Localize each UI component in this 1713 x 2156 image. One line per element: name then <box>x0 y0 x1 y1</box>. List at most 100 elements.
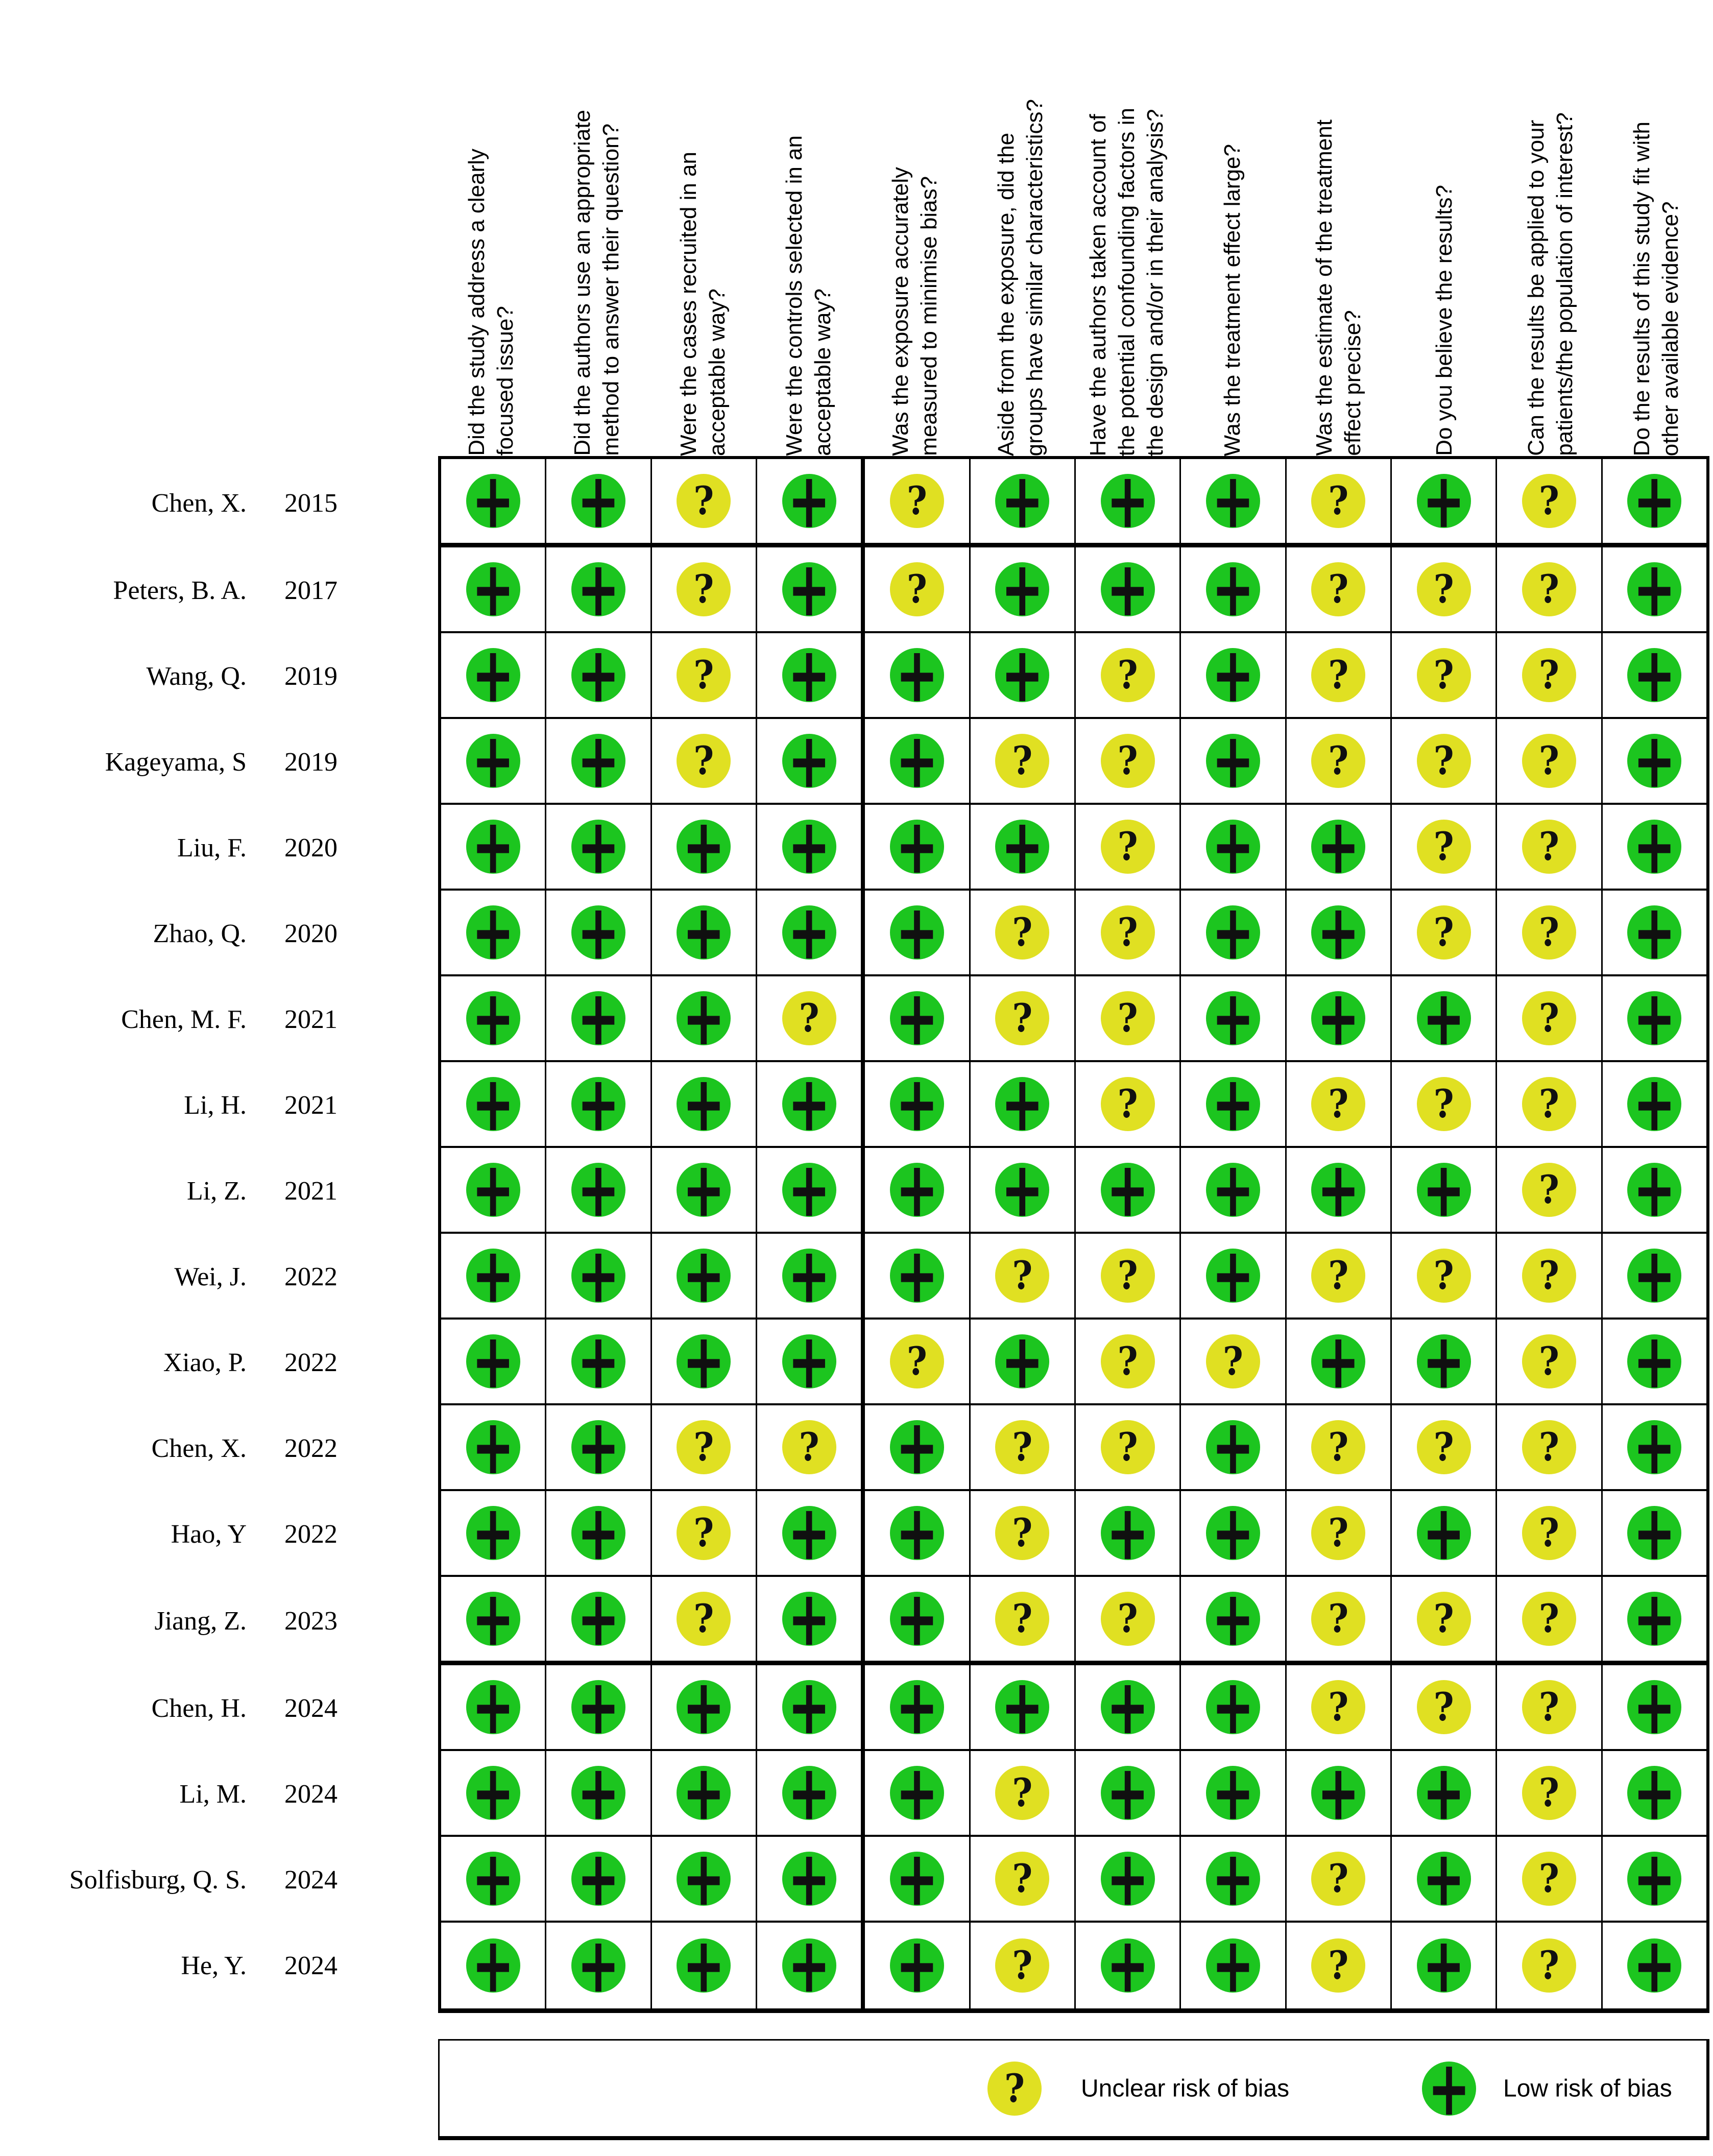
rating-cell: + <box>1181 1923 1287 2008</box>
rating-cell: + <box>1181 1234 1287 1317</box>
rating-dot-unclear: ? <box>995 1249 1050 1303</box>
plus-icon: + <box>471 1488 515 1577</box>
plus-icon: + <box>577 1402 620 1492</box>
plus-icon: + <box>577 544 620 634</box>
question-icon: ? <box>1328 566 1349 612</box>
plus-icon: + <box>1633 887 1676 977</box>
rating-dot-unclear: ? <box>1522 562 1576 616</box>
plus-icon: + <box>577 973 620 1063</box>
rating-cell: + <box>652 976 757 1060</box>
rating-cell: + <box>1076 547 1181 631</box>
question-icon: ? <box>1223 1338 1243 1384</box>
question-icon: ? <box>1117 738 1138 784</box>
rating-dot-unclear: ? <box>995 1506 1050 1560</box>
study-year: 2024 <box>284 1951 337 1980</box>
rating-dot-low: + <box>889 1237 944 1313</box>
rating-dot-low: + <box>995 1668 1050 1745</box>
question-icon: ? <box>693 566 714 612</box>
plus-icon: + <box>577 1662 620 1752</box>
rating-cell: + <box>1181 1837 1287 1921</box>
rating-cell: + <box>1603 719 1706 803</box>
plus-icon: + <box>787 1833 831 1923</box>
column-header: Do you believe the results? <box>1392 0 1498 456</box>
plus-icon: + <box>1633 456 1676 545</box>
rating-dot-low: + <box>1416 1494 1471 1571</box>
rating-dot-unclear: ? <box>677 1592 731 1646</box>
study-year: 2021 <box>284 1176 337 1206</box>
plus-icon: + <box>1106 1833 1149 1923</box>
study-name: Chen, X. <box>151 1433 247 1463</box>
plus-icon: + <box>577 801 620 891</box>
rating-dot-low: + <box>1205 894 1260 970</box>
rating-dot-low: + <box>571 1927 625 2003</box>
column-header: Were the cases recruited in an acceptabl… <box>650 0 756 456</box>
study-name: Chen, X. <box>151 489 247 518</box>
plus-icon: + <box>682 1662 726 1752</box>
question-icon: ? <box>1539 738 1559 784</box>
plus-icon: + <box>1106 1144 1149 1234</box>
column-header: Was the treatment effect large? <box>1180 0 1286 456</box>
table-row: + +? +? + + +??? + <box>441 547 1706 633</box>
question-icon: ? <box>1433 1424 1454 1470</box>
study-label-row: Wei, J. 2022 <box>0 1234 337 1320</box>
rating-dot-unclear: ? <box>995 1766 1050 1820</box>
rating-cell: + <box>1076 1751 1181 1835</box>
plus-icon: + <box>1633 1402 1676 1492</box>
rating-dot-unclear: ? <box>1522 1249 1576 1303</box>
rating-dot-low: + <box>571 550 625 627</box>
rating-cell: + <box>441 1751 547 1835</box>
study-year: 2020 <box>284 833 337 863</box>
plus-icon: + <box>896 1144 938 1234</box>
rating-dot-low: + <box>782 1668 836 1745</box>
rating-cell: + <box>757 459 865 543</box>
rating-cell: ? <box>1497 1577 1603 1661</box>
question-icon: ? <box>1012 1596 1033 1642</box>
plus-icon: + <box>471 973 515 1063</box>
rating-dot-unclear: ? <box>995 905 1050 960</box>
study-year: 2017 <box>284 576 337 605</box>
rating-cell: + <box>1181 805 1287 889</box>
rating-dot-low: + <box>677 1840 731 1917</box>
plus-icon: + <box>1106 1488 1149 1577</box>
rating-cell: + <box>865 719 971 803</box>
rating-dot-low: + <box>1205 1668 1260 1745</box>
rating-dot-low: + <box>466 462 520 539</box>
plus-icon: + <box>471 1833 515 1923</box>
rating-dot-low: + <box>782 1754 836 1831</box>
rating-dot-unclear: ? <box>1100 1592 1155 1646</box>
rating-dot-unclear: ? <box>1311 1938 1366 1993</box>
rating-dot-unclear: ? <box>889 1334 944 1388</box>
plus-icon: + <box>682 1059 726 1148</box>
question-icon: ? <box>1539 824 1559 870</box>
rating-cell: + <box>757 891 865 974</box>
rating-dot-unclear: ? <box>1311 1680 1366 1734</box>
rating-cell: ? <box>652 547 757 631</box>
rating-dot-low: + <box>1205 1151 1260 1228</box>
rating-dot-low: + <box>1205 1065 1260 1142</box>
rating-dot-low: + <box>995 1151 1050 1228</box>
rating-dot-unclear: ? <box>1522 474 1576 528</box>
rating-dot-low: + <box>995 550 1050 627</box>
rating-dot-low: + <box>466 1668 520 1745</box>
rating-cell: + <box>757 547 865 631</box>
rating-dot-unclear: ? <box>1522 1420 1576 1474</box>
rating-cell: ? <box>1392 1665 1498 1749</box>
plus-icon: + <box>1633 715 1676 805</box>
rating-dot-unclear: ? <box>1311 1420 1366 1474</box>
plus-icon: + <box>1106 1662 1149 1752</box>
rating-dot-unclear: ? <box>1522 1163 1576 1217</box>
rating-cell: + <box>1392 1923 1498 2008</box>
rating-cell: + <box>1181 1577 1287 1661</box>
rating-dot-low: + <box>889 894 944 970</box>
rating-dot-low: + <box>1627 1323 1682 1399</box>
study-label-row: Hao, Y 2022 <box>0 1491 337 1577</box>
rating-cell: + <box>1181 459 1287 543</box>
question-icon: ? <box>693 1424 714 1470</box>
rating-cell: + <box>1076 1837 1181 1921</box>
rating-dot-low: + <box>1311 894 1366 970</box>
table-row: + +? +? + + +? +? + <box>441 459 1706 547</box>
question-icon: ? <box>1328 1856 1349 1902</box>
rating-cell: + <box>546 891 652 974</box>
rating-dot-unclear: ? <box>677 474 731 528</box>
rating-cell: ? <box>1076 719 1181 803</box>
